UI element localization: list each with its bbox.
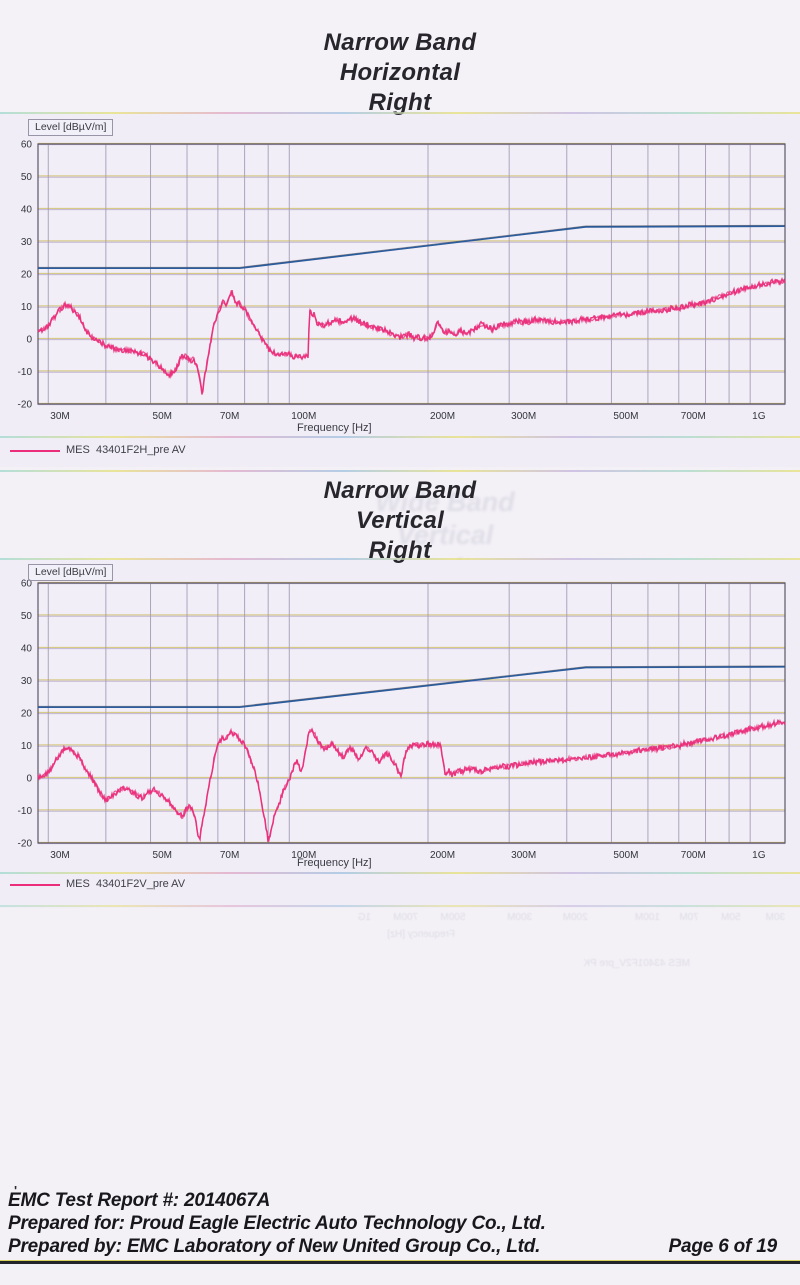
svg-text:0: 0 — [26, 774, 32, 785]
chart-2-title-line-3: Right — [368, 537, 432, 564]
legend-trace-swatch — [10, 884, 60, 886]
ghost-frequency-label: Frequency [Hz] — [387, 929, 455, 940]
footer-rule — [0, 1260, 800, 1264]
chart-1-legend: MES 43401F2H_pre AV — [10, 444, 410, 460]
svg-text:500M: 500M — [613, 850, 638, 861]
stray-scan-mark: ' — [14, 1183, 18, 1198]
svg-text:30: 30 — [21, 676, 33, 687]
svg-text:50M: 50M — [153, 411, 172, 422]
chart-2-title-line-1: Narrow Band — [323, 477, 477, 504]
svg-text:60: 60 — [21, 140, 33, 151]
footer-prepared-for: Prepared for: Proud Eagle Electric Auto … — [8, 1213, 546, 1234]
svg-text:0: 0 — [26, 335, 32, 346]
svg-text:10: 10 — [21, 302, 33, 313]
chart-1-y-axis-label: Level [dBµV/m] — [28, 119, 114, 136]
svg-text:500M: 500M — [613, 411, 638, 422]
svg-text:-10: -10 — [18, 367, 33, 378]
scan-separator-line — [0, 905, 800, 907]
scan-separator-line — [0, 872, 800, 874]
svg-text:300M: 300M — [511, 850, 536, 861]
chart-1-title-block: Narrow Band Horizontal Right — [0, 0, 800, 116]
chart-2-title-line-2: Vertical — [355, 507, 445, 534]
svg-text:60: 60 — [21, 579, 33, 590]
svg-text:30M: 30M — [50, 850, 69, 861]
scan-separator-line — [0, 436, 800, 438]
scan-separator-line — [0, 558, 800, 560]
footer-prepared-by: Prepared by: EMC Laboratory of New Unite… — [8, 1236, 541, 1257]
chart-2-legend-label: MES 43401F2V_pre AV — [66, 878, 186, 890]
chart-2-panel: Level [dBµV/m] 60 50 40 30 20 10 0 -10 -20 30M 50M… — [0, 560, 800, 908]
svg-text:30: 30 — [21, 237, 33, 248]
svg-text:1G: 1G — [752, 411, 766, 422]
chart-1-x-axis-label: Frequency [Hz] — [297, 422, 372, 434]
chart-1-title-line-3: Right — [368, 89, 432, 116]
footer-report-number: EMC Test Report #: 2014067A — [8, 1190, 271, 1211]
chart-1-title-line-2: Horizontal — [339, 59, 461, 86]
emission-chart-horizontal-right: 60 50 40 30 20 10 0 -10 -20 30M 50M 70M 100M 200M 300M… — [18, 140, 786, 422]
svg-text:-20: -20 — [18, 839, 33, 850]
chart-2-y-axis-label: Level [dBµV/m] — [28, 564, 114, 581]
svg-text:20: 20 — [21, 709, 33, 720]
chart-1-legend-label: MES 43401F2H_pre AV — [66, 444, 186, 456]
svg-text:40: 40 — [21, 644, 33, 655]
svg-text:30M: 30M — [50, 411, 69, 422]
emission-chart-vertical-right: 60 50 40 30 20 10 0 -10 -20 30M 50M 70M 100M 200M 300M… — [18, 579, 786, 861]
svg-text:40: 40 — [21, 205, 33, 216]
ghost-legend-label: MES 43401F2V_pre PK — [583, 958, 690, 969]
chart-2-legend: MES 43401F2V_pre AV — [10, 878, 410, 894]
svg-text:20: 20 — [21, 270, 33, 281]
svg-text:300M: 300M — [511, 411, 536, 422]
svg-text:70M: 70M — [220, 850, 239, 861]
chart-1-panel: Level [dBµV/m] 60 50 40 30 20 10 0 -10 -20 30M 50M… — [0, 114, 800, 467]
ghost-tick-row: 30M 50M 70M 100M 200M 300M 500M 700M 1G — [357, 912, 785, 923]
svg-text:700M: 700M — [681, 850, 706, 861]
svg-text:50: 50 — [21, 172, 33, 183]
chart-2-title-block: Narrow Band Vertical Right — [0, 472, 800, 564]
svg-text:200M: 200M — [430, 850, 455, 861]
chart-2-x-axis-label: Frequency [Hz] — [297, 857, 372, 869]
scan-separator-line — [0, 470, 800, 472]
ghost-bleedthrough-block: 30M 50M 70M 100M 200M 300M 500M 700M 1G … — [15, 912, 785, 969]
svg-text:50: 50 — [21, 611, 33, 622]
svg-text:200M: 200M — [430, 411, 455, 422]
svg-text:-10: -10 — [18, 806, 33, 817]
svg-text:100M: 100M — [291, 411, 316, 422]
chart-1-title-line-1: Narrow Band — [323, 29, 477, 56]
svg-text:700M: 700M — [681, 411, 706, 422]
svg-text:10: 10 — [21, 741, 33, 752]
footer-page-indicator: Page 6 of 19 — [668, 1236, 778, 1257]
svg-text:50M: 50M — [153, 850, 172, 861]
svg-text:1G: 1G — [752, 850, 766, 861]
svg-text:70M: 70M — [220, 411, 239, 422]
scan-separator-line — [0, 112, 800, 114]
svg-text:-20: -20 — [18, 400, 33, 411]
legend-trace-swatch — [10, 450, 60, 452]
svg-text:100M: 100M — [291, 850, 316, 861]
